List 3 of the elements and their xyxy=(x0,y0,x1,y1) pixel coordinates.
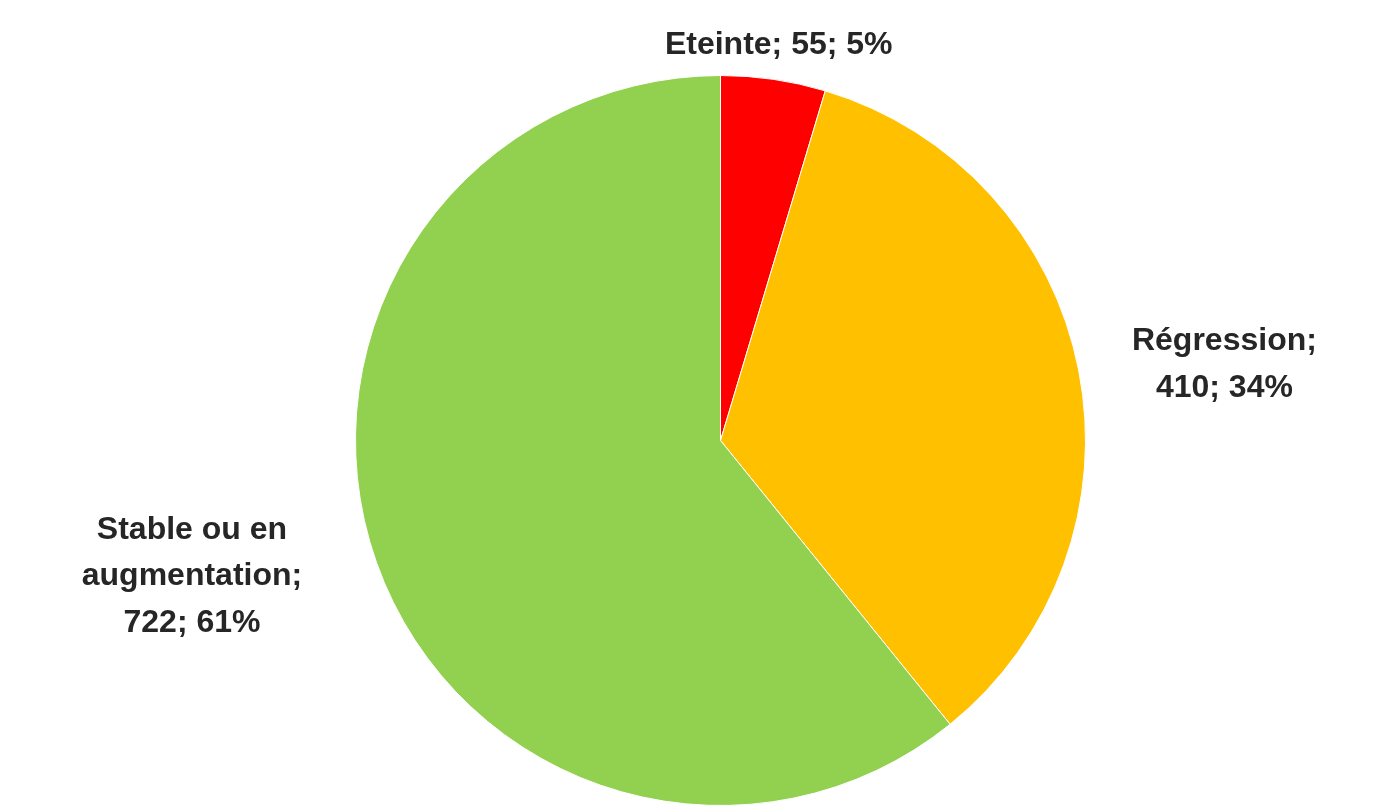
slice-label: Eteinte; 55; 5% xyxy=(664,25,893,62)
slice-label: Régression; 410; 34% xyxy=(1131,321,1317,405)
slice-label: Stable ou en augmentation; 722; 61% xyxy=(81,509,303,640)
